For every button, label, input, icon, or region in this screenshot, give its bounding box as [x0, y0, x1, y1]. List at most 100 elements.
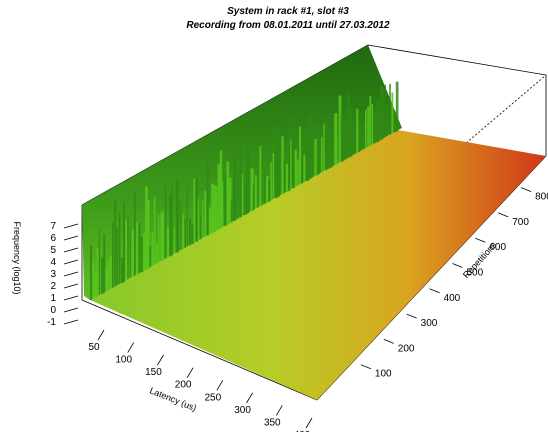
- x-tick: [246, 392, 253, 404]
- z-tick: [63, 235, 79, 241]
- surface-spike: [312, 145, 314, 178]
- y-tick-label: 700: [512, 217, 529, 228]
- y-tick: [475, 237, 486, 243]
- z-tick: [63, 271, 79, 277]
- surface-spike: [323, 123, 325, 172]
- surface-spike: [90, 245, 93, 300]
- surface-spike: [334, 113, 338, 166]
- surface-spike: [241, 174, 244, 217]
- surface-spike: [211, 183, 214, 234]
- z-tick: [63, 247, 79, 253]
- surface-spike: [101, 257, 104, 294]
- surface-spike: [134, 192, 136, 276]
- surface-spike: [193, 178, 196, 243]
- surface-spike: [160, 212, 164, 262]
- surface-spike: [224, 173, 227, 226]
- surface-spike: [259, 146, 262, 207]
- z-tick: [63, 283, 79, 289]
- surface-spike: [281, 136, 284, 195]
- surface-spike: [147, 199, 150, 269]
- x-tick-label: 150: [145, 367, 162, 378]
- surface-spike: [277, 126, 280, 197]
- surface-spike: [285, 163, 289, 192]
- surface-spike: [215, 186, 218, 231]
- z-tick: [63, 259, 79, 265]
- surface-spike: [257, 169, 259, 208]
- surface-spike: [389, 83, 391, 135]
- surface-spike: [228, 178, 232, 224]
- z-tick-label: -1: [47, 317, 56, 328]
- surface-spike: [178, 200, 180, 252]
- surface-spike: [307, 116, 310, 180]
- x-tick: [305, 417, 313, 429]
- surface-spike: [358, 127, 361, 152]
- surface-spike: [292, 118, 295, 189]
- surface-spike: [299, 126, 302, 185]
- surface-spike: [158, 214, 160, 263]
- surface-spike: [290, 139, 292, 190]
- y-tick: [429, 288, 440, 294]
- surface-spike: [252, 185, 255, 211]
- x-tick: [97, 329, 105, 341]
- surface-spike: [255, 175, 257, 209]
- surface-spike: [105, 268, 109, 292]
- surface-spike: [294, 149, 297, 188]
- surface-spike: [204, 190, 207, 237]
- surface-spike: [219, 150, 223, 229]
- x-tick: [216, 380, 224, 391]
- y-tick: [360, 364, 372, 370]
- surface-spike: [303, 155, 306, 183]
- y-tick-label: 300: [421, 318, 438, 329]
- surface-spike: [316, 124, 319, 175]
- surface-spike: [145, 186, 149, 270]
- surface-spike: [94, 272, 98, 298]
- surface-spike: [393, 111, 397, 133]
- surface-spike: [202, 199, 204, 239]
- z-tick-label: 4: [50, 257, 56, 268]
- surface-spike: [356, 108, 359, 154]
- surface-spike: [347, 93, 350, 158]
- x-tick-label: 100: [115, 355, 132, 366]
- y-tick-label: 200: [398, 343, 415, 354]
- surface-spike: [332, 142, 334, 167]
- surface-spikes: [90, 81, 399, 300]
- surface-spike: [354, 131, 356, 155]
- surface-spike: [142, 233, 146, 271]
- surface-spike: [191, 223, 194, 245]
- surface-spike: [349, 105, 353, 157]
- surface-spike: [371, 103, 374, 145]
- surface-spike: [343, 125, 346, 161]
- y-tick: [498, 212, 509, 218]
- y-tick: [452, 263, 463, 268]
- surface-spike: [230, 199, 233, 223]
- surface-spike: [250, 168, 254, 212]
- surface-spike: [112, 222, 114, 288]
- surface-spike: [395, 81, 399, 132]
- z-tick-label: 7: [50, 221, 56, 232]
- z-tick-label: 1: [50, 293, 56, 304]
- surface-spike: [314, 138, 318, 177]
- surface-spike: [239, 143, 242, 218]
- surface-spike: [208, 207, 212, 235]
- surface-spike: [272, 152, 275, 200]
- y-tick: [406, 313, 417, 319]
- x-tick: [186, 367, 194, 378]
- surface-spike: [367, 106, 370, 147]
- surface-spike: [92, 261, 95, 299]
- surface-spike: [120, 257, 124, 283]
- surface-floor: [90, 130, 546, 400]
- surface-spike: [149, 245, 152, 268]
- surface-spike: [235, 161, 237, 220]
- surface-spike: [195, 178, 199, 242]
- surface-spike: [131, 229, 135, 277]
- x-tick-label: 250: [205, 392, 222, 403]
- surface-spike: [283, 158, 286, 194]
- surface-spike: [237, 168, 240, 219]
- surface-spike: [184, 219, 186, 248]
- y-tick-label: 800: [535, 192, 548, 203]
- surface-spike: [169, 194, 173, 257]
- surface-spike: [305, 123, 309, 181]
- surface-spike: [345, 109, 348, 160]
- z-tick: [63, 223, 79, 229]
